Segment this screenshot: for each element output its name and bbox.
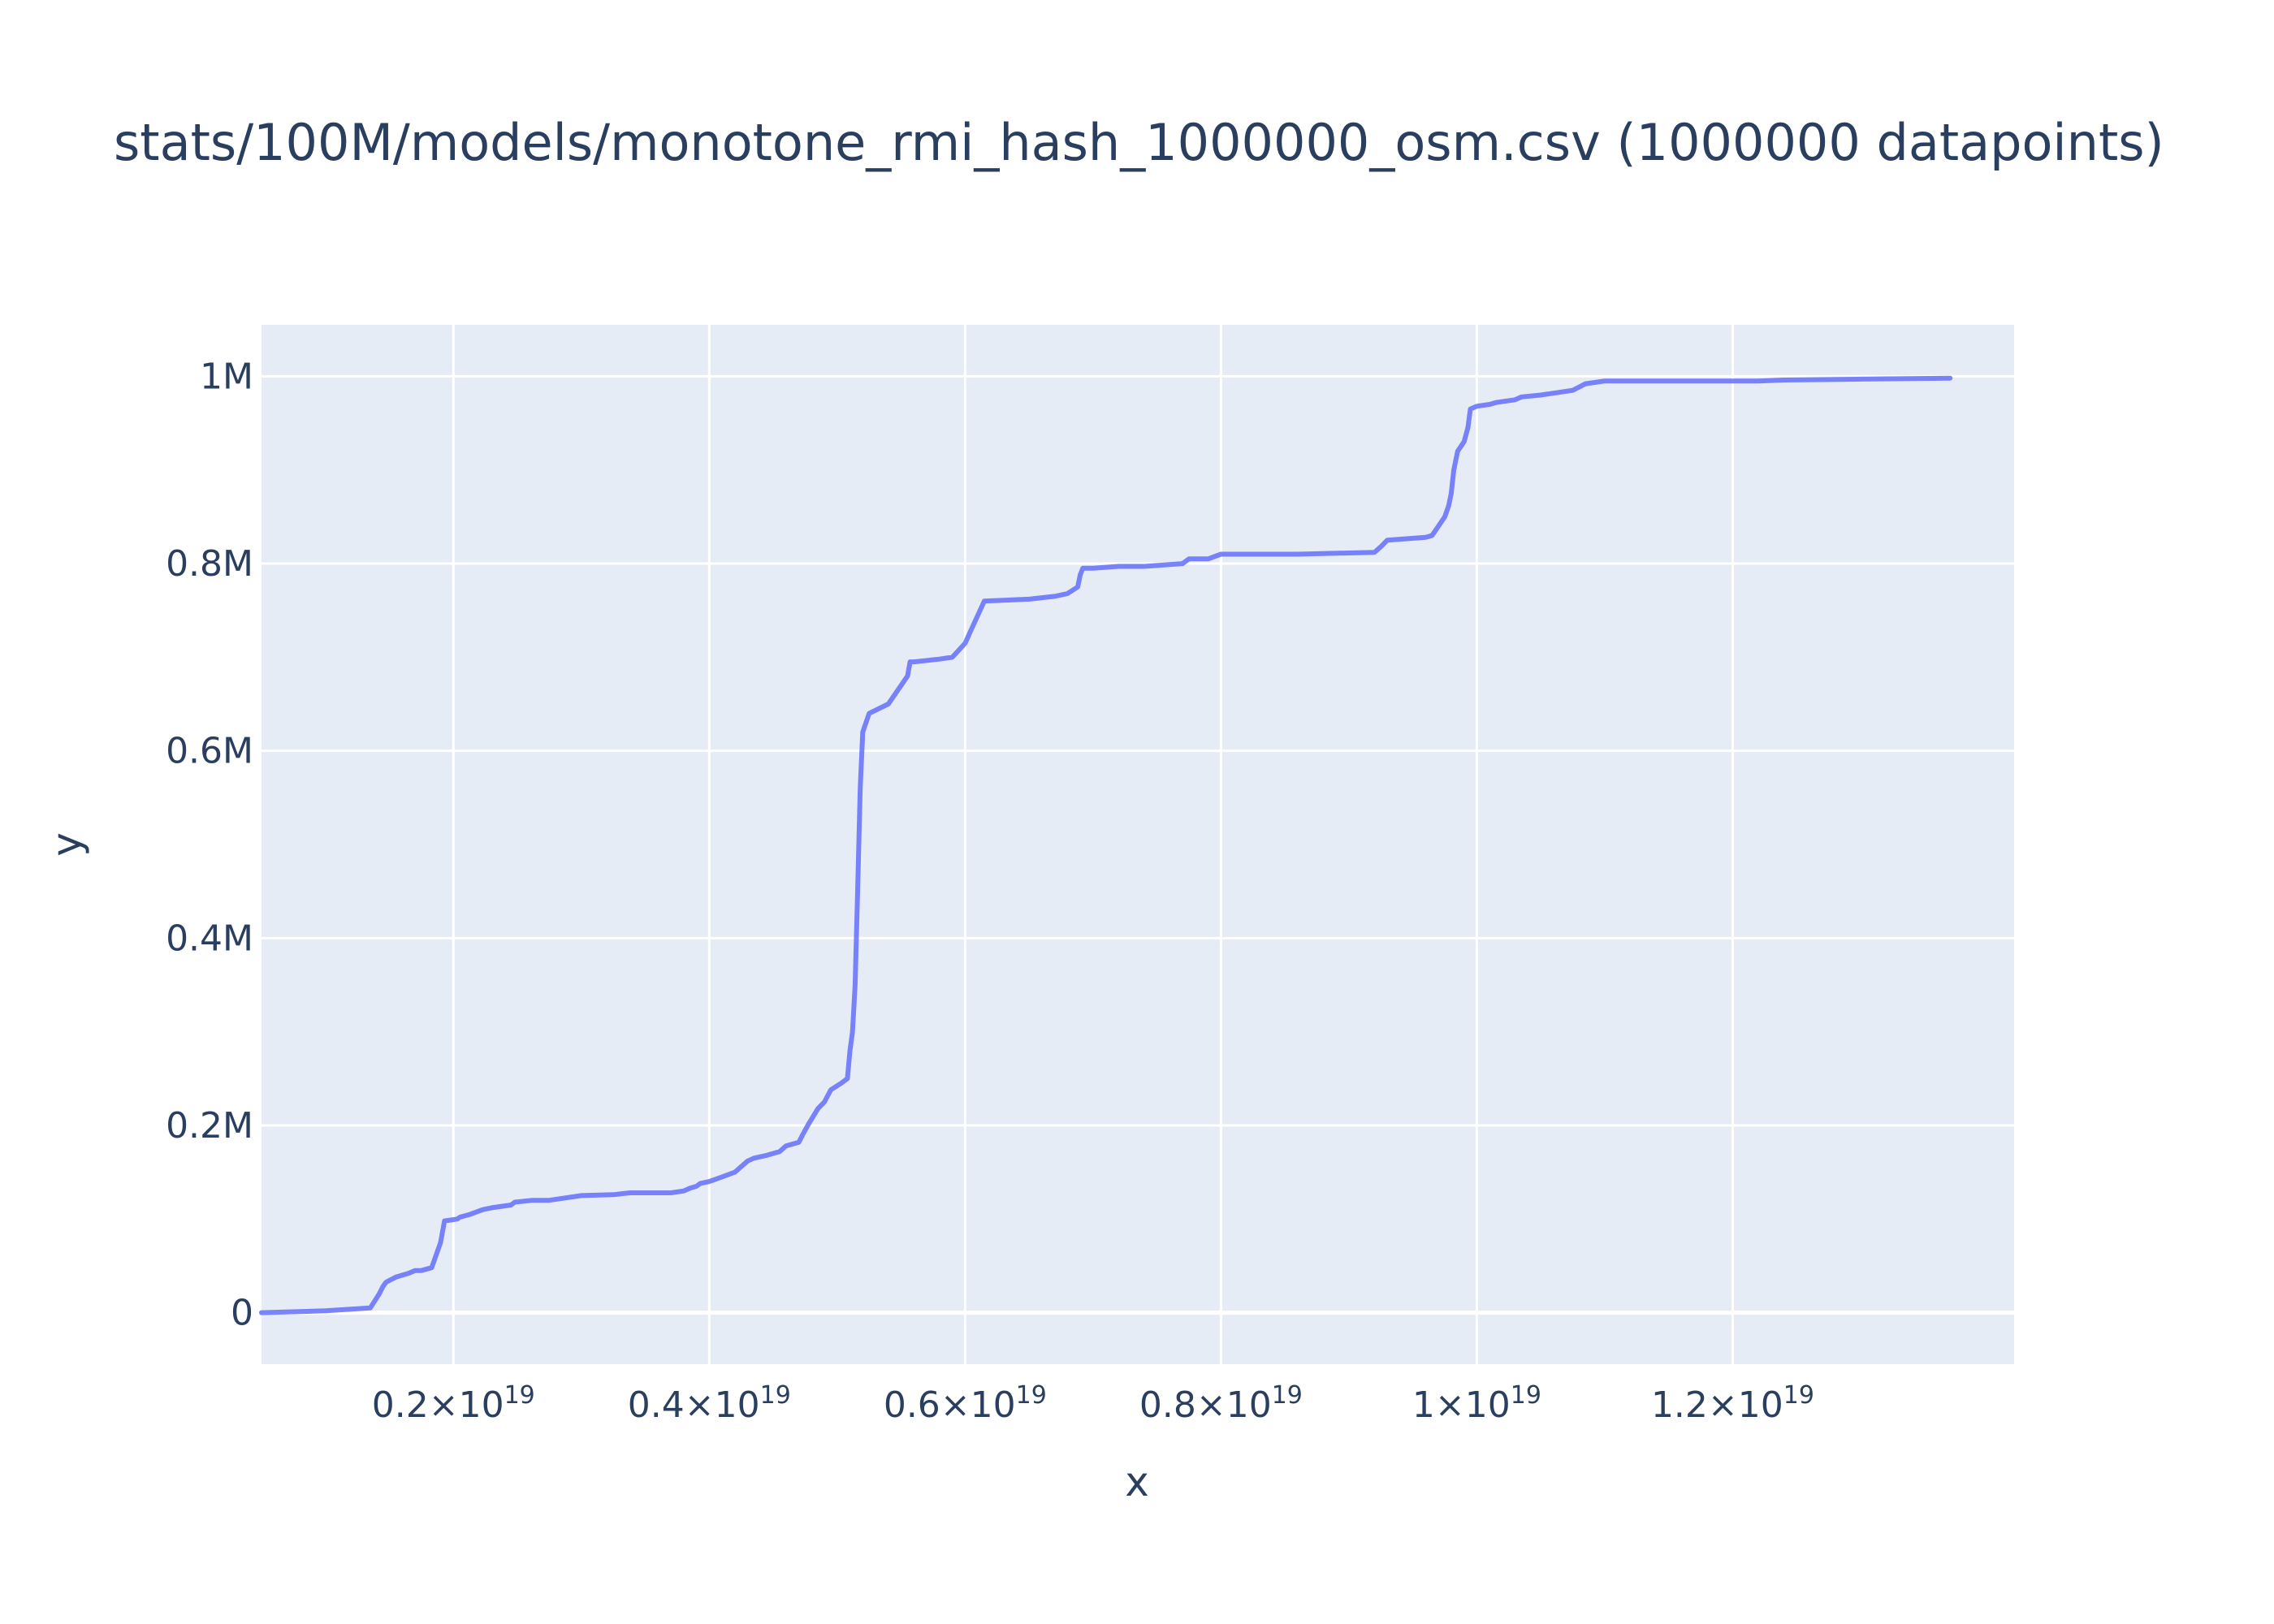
x-tick-label-0: 0.2×1019 (372, 1381, 535, 1426)
series-layer (259, 375, 1953, 1315)
x-tick-label-2: 0.6×1019 (884, 1381, 1047, 1426)
x-tick-label-4: 1×1019 (1412, 1381, 1541, 1426)
y-tick-label-4: 0.8M (166, 543, 253, 585)
y-tick-label-5: 1M (200, 356, 253, 397)
plot-area (262, 325, 2014, 1364)
y-tick-label-1: 0.2M (166, 1105, 253, 1147)
chart-title: stats/100M/models/monotone_rmi_hash_1000… (114, 113, 2164, 172)
y-tick-label-2: 0.4M (166, 918, 253, 959)
x-axis-label: x (1125, 1458, 1149, 1505)
x-axis-ticks: 0.2×1019 0.4×1019 0.6×1019 0.8×1019 1×1019 1.… (372, 1381, 1814, 1426)
y-tick-label-0: 0 (231, 1293, 253, 1334)
gridlines (262, 325, 2014, 1364)
series-line-0 (259, 375, 1953, 1315)
x-tick-label-1: 0.4×1019 (628, 1381, 791, 1426)
y-axis-ticks: 0 0.2M 0.4M 0.6M 0.8M 1M (166, 356, 253, 1333)
y-tick-label-3: 0.6M (166, 731, 253, 772)
y-axis-label: y (43, 832, 90, 857)
x-tick-label-3: 0.8×1019 (1139, 1381, 1303, 1426)
x-tick-label-5: 1.2×1019 (1651, 1381, 1814, 1426)
